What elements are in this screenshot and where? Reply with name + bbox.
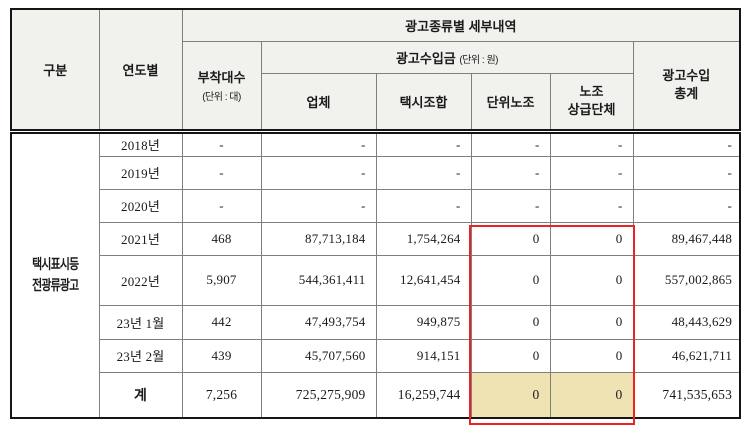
cell-company: - [260, 155, 377, 190]
cell-attach: 5,907 [181, 254, 262, 306]
cell-year: 2018년 [98, 130, 183, 157]
table-body: 택시표시등 전광류광고 2018년 - - - - - - 2019년 - - … [10, 130, 741, 419]
table-row: 2021년 468 87,713,184 1,754,264 0 0 89,46… [11, 221, 741, 256]
cell-unit-union: - [470, 130, 551, 157]
header-taxi-union: 택시조합 [375, 72, 472, 134]
ad-revenue-table-wrap: 구분 연도별 광고종류별 세부내역 부착대수 (단위 : 대) 광고수입금 (단… [10, 8, 742, 425]
cell-attach: - [181, 188, 262, 223]
cell-year: 2022년 [98, 254, 183, 306]
cell-year: 2019년 [98, 155, 183, 190]
header-detail-span: 광고종류별 세부내역 [181, 8, 741, 42]
table-row: 23년 2월 439 45,707,560 914,151 0 0 46,621… [11, 338, 741, 373]
cell-taxi-union: 914,151 [375, 338, 472, 373]
table-header: 구분 연도별 광고종류별 세부내역 부착대수 (단위 : 대) 광고수입금 (단… [10, 8, 741, 134]
cell-year: 23년 1월 [98, 304, 183, 340]
cell-taxi-union: - [375, 130, 472, 157]
group-label-line2: 전광류광고 [32, 277, 79, 294]
cell-company: 87,713,184 [260, 221, 377, 256]
cell-unit-union-highlighted: 0 [470, 371, 551, 419]
table-row: 2020년 - - - - - - [11, 188, 741, 223]
revenue-span-label: 광고수입금 [395, 50, 456, 66]
header-upper-union: 노조 상급단체 [549, 72, 634, 134]
cell-total: 46,621,711 [632, 338, 741, 373]
cell-total: 48,443,629 [632, 304, 741, 340]
header-year: 연도별 [98, 8, 183, 134]
cell-attach: - [181, 130, 262, 157]
row-group-label: 택시표시등 전광류광고 [10, 130, 100, 419]
cell-unit-union: - [470, 188, 551, 223]
table-row: 2022년 5,907 544,361,411 12,641,454 0 0 5… [11, 254, 741, 306]
cell-upper-union: - [549, 130, 634, 157]
header-unit-union: 단위노조 [470, 72, 551, 134]
cell-upper-union: - [549, 155, 634, 190]
cell-upper-union: 0 [549, 254, 634, 306]
cell-total: - [632, 155, 741, 190]
cell-total: - [632, 188, 741, 223]
cell-total: 89,467,448 [632, 221, 741, 256]
cell-unit-union: 0 [470, 304, 551, 340]
cell-unit-union: - [470, 155, 551, 190]
cell-attach: 468 [181, 221, 262, 256]
cell-company: - [260, 130, 377, 157]
cell-company: - [260, 188, 377, 223]
cell-taxi-union: 1,754,264 [375, 221, 472, 256]
cell-taxi-union: - [375, 188, 472, 223]
cell-attach: - [181, 155, 262, 190]
cell-year: 2020년 [98, 188, 183, 223]
cell-attach: 7,256 [181, 371, 262, 419]
table-row: 23년 1월 442 47,493,754 949,875 0 0 48,443… [11, 304, 741, 340]
attach-count-label: 부착대수 [197, 70, 246, 85]
cell-total: - [632, 130, 741, 157]
cell-taxi-union: 949,875 [375, 304, 472, 340]
cell-attach: 442 [181, 304, 262, 340]
header-revenue-span: 광고수입금 (단위 : 원) [260, 40, 634, 74]
cell-company: 47,493,754 [260, 304, 377, 340]
cell-taxi-union: - [375, 155, 472, 190]
cell-upper-union-highlighted: 0 [549, 371, 634, 419]
upper-union-line2: 상급단체 [567, 102, 616, 117]
cell-upper-union: 0 [549, 221, 634, 256]
cell-company: 544,361,411 [260, 254, 377, 306]
attach-count-unit: (단위 : 대) [202, 92, 241, 103]
ad-revenue-table: 구분 연도별 광고종류별 세부내역 부착대수 (단위 : 대) 광고수입금 (단… [10, 8, 742, 419]
revenue-span-unit: (단위 : 원) [459, 54, 499, 66]
cell-attach: 439 [181, 338, 262, 373]
cell-taxi-union: 12,641,454 [375, 254, 472, 306]
cell-unit-union: 0 [470, 221, 551, 256]
total-label-line1: 광고수입 [662, 68, 711, 84]
header-attach-count: 부착대수 (단위 : 대) [181, 40, 262, 134]
cell-company: 725,275,909 [260, 371, 377, 419]
table-row-sum: 계 7,256 725,275,909 16,259,744 0 0 741,5… [11, 371, 741, 419]
group-label-line1: 택시표시등 [32, 255, 79, 272]
cell-company: 45,707,560 [260, 338, 377, 373]
cell-unit-union: 0 [470, 254, 551, 306]
cell-year-sum: 계 [98, 371, 183, 419]
table-row: 택시표시등 전광류광고 2018년 - - - - - - [10, 130, 741, 419]
header-category: 구분 [10, 8, 100, 134]
cell-year: 2021년 [98, 221, 183, 256]
cell-taxi-union: 16,259,744 [375, 371, 472, 419]
cell-upper-union: 0 [549, 304, 634, 340]
header-company: 업체 [260, 72, 377, 134]
total-label-line2: 총계 [674, 86, 699, 101]
cell-year: 23년 2월 [98, 338, 183, 373]
cell-unit-union: 0 [470, 338, 551, 373]
table-row: 2019년 - - - - - - [11, 155, 741, 190]
header-total: 광고수입 총계 [632, 40, 741, 134]
cell-total: 557,002,865 [632, 254, 741, 306]
cell-upper-union: - [549, 188, 634, 223]
upper-union-line1: 노조 [579, 84, 604, 100]
cell-upper-union: 0 [549, 338, 634, 373]
cell-total: 741,535,653 [632, 371, 741, 419]
